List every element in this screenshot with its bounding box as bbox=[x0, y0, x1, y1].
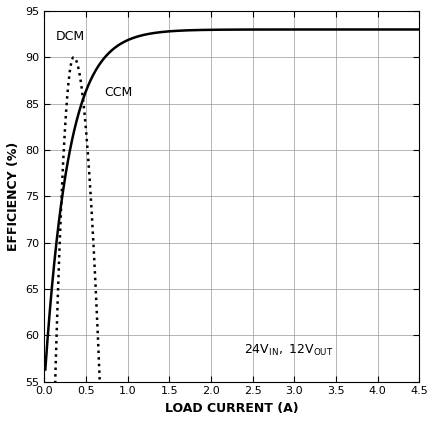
Text: CCM: CCM bbox=[104, 86, 132, 99]
Text: DCM: DCM bbox=[55, 30, 84, 43]
X-axis label: LOAD CURRENT (A): LOAD CURRENT (A) bbox=[164, 402, 298, 415]
Y-axis label: EFFICIENCY (%): EFFICIENCY (%) bbox=[7, 142, 20, 251]
Text: $\mathregular{24V_{IN},\ 12V_{OUT}}$: $\mathregular{24V_{IN},\ 12V_{OUT}}$ bbox=[244, 344, 333, 358]
